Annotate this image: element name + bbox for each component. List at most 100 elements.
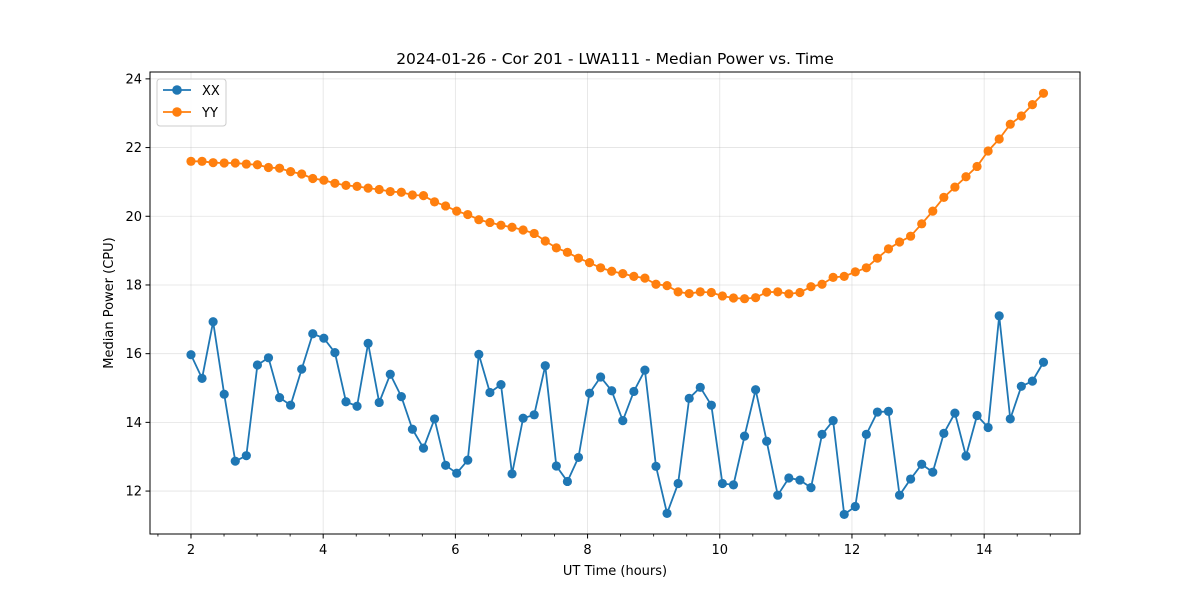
data-point-xx [928, 467, 938, 477]
data-point-yy [274, 163, 285, 173]
data-point-yy [662, 281, 672, 291]
data-point-yy [828, 272, 838, 283]
data-point-yy [917, 219, 927, 229]
data-point-yy [197, 156, 207, 166]
data-point-xx [429, 414, 440, 424]
data-point-yy [385, 186, 395, 197]
x-tick-label: 6 [451, 543, 459, 558]
data-point-xx [762, 436, 772, 446]
legend-label-xx: XX [202, 84, 220, 99]
data-point-yy [629, 271, 639, 281]
data-point-yy [562, 247, 573, 257]
data-point-yy [208, 158, 218, 168]
data-point-xx [640, 365, 650, 375]
data-point-yy [739, 294, 750, 304]
data-point-xx [263, 353, 274, 363]
data-point-yy [906, 231, 916, 241]
data-point-xx [573, 452, 584, 462]
data-point-xx [673, 478, 683, 489]
data-point-yy [773, 287, 783, 297]
data-point-xx [507, 469, 517, 479]
legend-marker-yy [172, 107, 182, 117]
data-point-xx [950, 408, 960, 418]
y-tick-label: 20 [125, 210, 142, 225]
legend-label-yy: YY [201, 106, 218, 121]
x-tick-label: 12 [844, 543, 861, 558]
data-point-yy [784, 289, 794, 299]
data-point-yy [363, 183, 373, 193]
data-point-yy [939, 192, 949, 202]
data-point-xx [596, 372, 606, 382]
data-point-yy [507, 222, 517, 232]
plot-area [150, 72, 1080, 534]
data-point-yy [441, 201, 451, 211]
data-point-yy [762, 287, 772, 297]
data-point-xx [584, 388, 595, 398]
data-point-yy [861, 263, 871, 273]
series-layer [186, 88, 1049, 520]
data-point-xx [540, 361, 550, 371]
data-point-yy [219, 158, 229, 168]
data-point-xx [706, 400, 716, 410]
data-point-xx [452, 468, 462, 478]
data-point-yy [607, 266, 617, 276]
data-point-xx [906, 474, 916, 484]
data-point-yy [429, 197, 440, 207]
data-point-yy [728, 293, 739, 303]
data-point-xx [684, 393, 694, 403]
data-point-yy [651, 279, 661, 289]
data-point-xx [883, 406, 894, 416]
data-point-xx [385, 369, 395, 379]
data-point-xx [363, 338, 373, 348]
data-point-xx [872, 407, 883, 417]
data-point-yy [407, 190, 418, 200]
data-point-xx [1027, 376, 1038, 386]
data-point-xx [407, 424, 418, 434]
grid-lines [150, 72, 1080, 534]
data-point-yy [573, 253, 584, 263]
x-tick-label: 2 [187, 543, 195, 558]
data-point-xx [529, 410, 539, 420]
data-point-yy [308, 173, 318, 184]
data-point-xx [695, 382, 705, 392]
y-tick-label: 24 [125, 72, 142, 87]
data-point-yy [286, 167, 296, 177]
data-point-yy [850, 267, 860, 277]
data-point-yy [452, 206, 462, 216]
data-point-xx [728, 480, 739, 490]
data-point-yy [817, 279, 827, 289]
data-point-xx [1038, 357, 1049, 367]
data-point-xx [518, 413, 528, 423]
data-point-xx [607, 386, 617, 396]
data-point-xx [186, 350, 196, 360]
data-point-yy [872, 253, 883, 263]
data-point-xx [861, 429, 871, 439]
data-point-xx [208, 317, 218, 327]
data-point-xx [341, 397, 351, 407]
data-point-xx [319, 333, 329, 343]
x-tick-label: 4 [319, 543, 327, 558]
data-point-xx [396, 392, 406, 402]
data-point-yy [1016, 111, 1026, 121]
data-point-xx [739, 431, 750, 441]
data-point-xx [252, 360, 263, 370]
data-point-yy [1027, 100, 1038, 110]
data-point-yy [1038, 88, 1049, 98]
data-point-xx [629, 386, 639, 397]
data-point-yy [894, 237, 905, 247]
data-point-yy [551, 243, 561, 253]
data-point-yy [795, 287, 805, 298]
data-point-yy [584, 258, 595, 268]
data-point-xx [961, 451, 971, 461]
data-point-yy [396, 187, 406, 197]
data-point-yy [341, 180, 351, 190]
data-point-yy [751, 293, 761, 303]
data-point-xx [618, 416, 628, 426]
data-point-yy [374, 184, 384, 195]
data-point-xx [474, 349, 484, 359]
data-point-yy [640, 273, 650, 283]
data-point-xx [784, 473, 794, 483]
data-point-yy [186, 156, 196, 166]
